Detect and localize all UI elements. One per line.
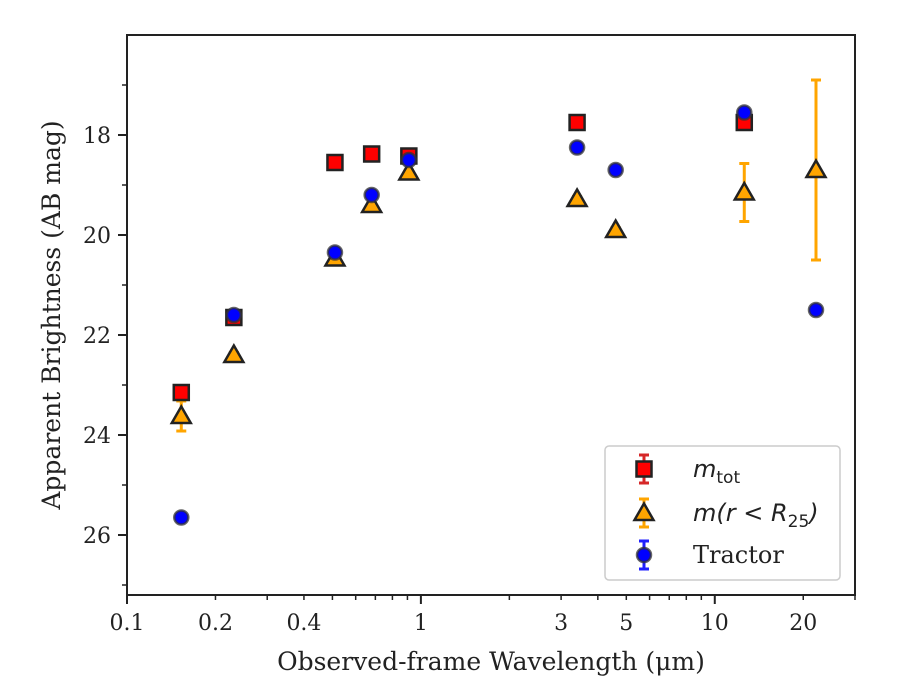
data-point-triangle	[222, 342, 246, 364]
axis-ticks: 0.1 0.2 0.4 1 3 5 10 20 18 20 22 24 26	[83, 84, 856, 636]
data-point-triangle	[360, 192, 384, 214]
data-point-circle	[607, 161, 624, 179]
legend-label: Tractor	[693, 541, 784, 569]
x-tick-label: 0.1	[110, 611, 145, 636]
data-point-circle	[225, 306, 243, 324]
y-tick-label: 22	[83, 324, 111, 349]
data-markers	[169, 104, 828, 526]
data-point-square	[326, 153, 344, 172]
y-tick-label: 26	[83, 524, 111, 549]
y-tick-label: 24	[83, 424, 111, 449]
legend-marker-square	[635, 460, 653, 478]
data-point-triangle	[397, 160, 421, 181]
data-point-circle	[363, 186, 380, 204]
data-point-triangle	[565, 186, 589, 208]
data-point-circle	[400, 151, 418, 169]
plot-frame	[126, 34, 856, 596]
y-axis-label: Apparent Brightness (AB mag)	[37, 120, 66, 510]
legend: mtot m(r < R25) Tractor	[604, 445, 841, 581]
data-point-circle	[736, 104, 753, 121]
data-point-circle	[326, 244, 344, 261]
x-tick-label: 5	[619, 611, 633, 636]
x-tick-label: 10	[701, 611, 729, 636]
legend-box	[604, 445, 841, 581]
legend-label: m(r < R25)	[693, 499, 819, 532]
data-point-square	[568, 113, 586, 132]
x-tick-label: 3	[554, 611, 568, 636]
x-axis-label: Observed-frame Wavelength (μm)	[277, 647, 705, 676]
x-tick-label: 0.2	[198, 611, 233, 636]
data-point-square	[172, 383, 191, 402]
x-tick-label: 0.4	[286, 611, 321, 636]
x-tick-label: 1	[414, 611, 428, 636]
data-point-triangle	[169, 403, 193, 425]
y-tick-label: 20	[83, 224, 111, 249]
legend-label: mtot	[693, 455, 740, 488]
y-tick-label: 18	[83, 124, 111, 149]
data-point-circle	[807, 301, 825, 319]
data-point-triangle	[732, 180, 756, 201]
data-point-triangle	[804, 157, 828, 179]
data-point-circle	[568, 139, 586, 156]
data-point-square	[362, 145, 381, 163]
legend-marker-circle	[635, 546, 653, 564]
legend-marker-triangle	[632, 500, 656, 522]
x-tick-label: 20	[789, 611, 817, 636]
data-point-circle	[173, 509, 190, 526]
data-point-triangle	[604, 217, 628, 239]
